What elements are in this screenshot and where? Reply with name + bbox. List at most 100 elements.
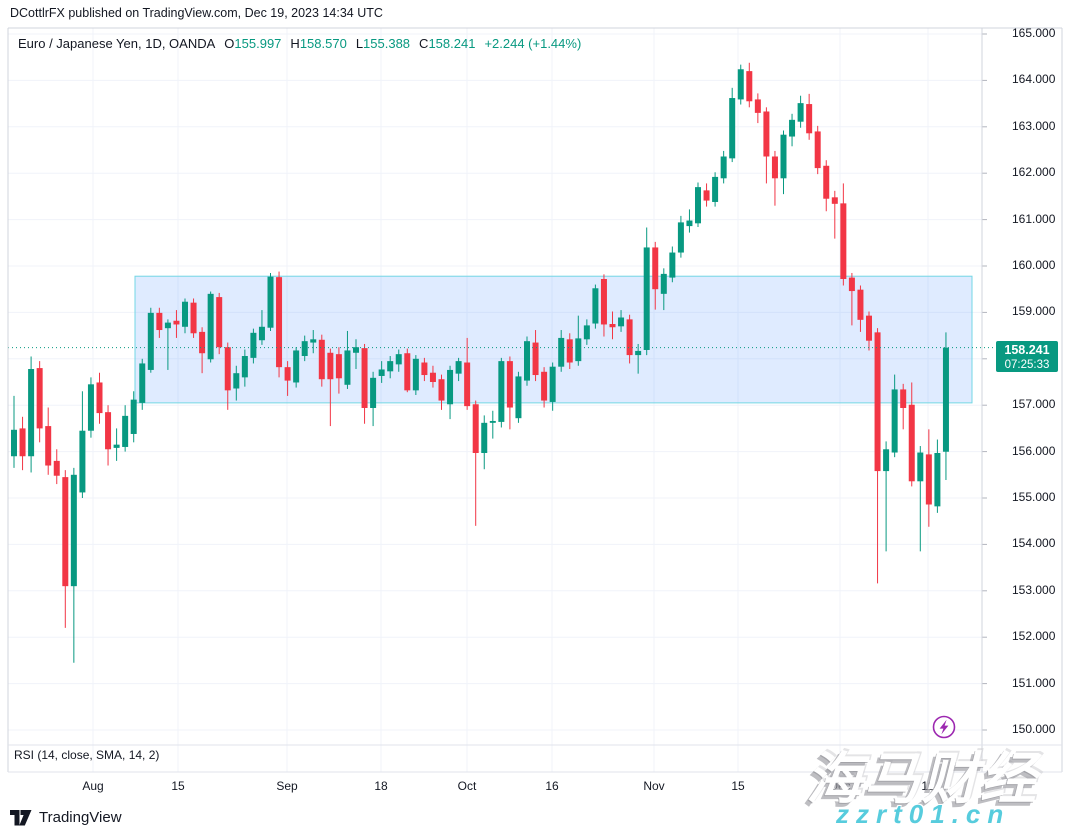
price-axis-label: 161.000 bbox=[1012, 211, 1056, 226]
candle-body-down bbox=[823, 165, 830, 199]
candle-body-down bbox=[814, 131, 821, 169]
current-price-value: 158.241 bbox=[1004, 343, 1050, 357]
watermark-url: zzrt01.cn bbox=[836, 799, 1011, 829]
flash-bolt-marker[interactable] bbox=[931, 714, 957, 745]
candle-body-up bbox=[515, 376, 522, 419]
candle-body-up bbox=[737, 69, 744, 100]
candle-body-up bbox=[70, 474, 77, 587]
candle-body-up bbox=[455, 361, 462, 374]
pane-borders bbox=[7, 27, 1063, 773]
candle-body-up bbox=[11, 429, 17, 457]
horizontal-gridlines bbox=[8, 33, 987, 731]
candle-body-down bbox=[866, 315, 872, 341]
price-axis-label: 150.000 bbox=[1012, 722, 1056, 736]
candle-body-up bbox=[447, 369, 454, 405]
price-axis-label: 165.000 bbox=[1012, 26, 1056, 40]
candle-body-up bbox=[241, 356, 248, 378]
candle-body-up bbox=[387, 361, 394, 372]
candle-body-down bbox=[908, 404, 915, 482]
candle-body-up bbox=[87, 384, 94, 431]
candle-body-down bbox=[276, 277, 283, 368]
current-price-badge: 158.241 07:25:33 bbox=[996, 341, 1058, 372]
price-axis-label: 154.000 bbox=[1012, 536, 1056, 551]
candle-body-up bbox=[250, 332, 257, 358]
candle-body-up bbox=[130, 399, 137, 434]
candle-body-up bbox=[267, 276, 274, 328]
time-axis-label: Dec bbox=[829, 779, 851, 793]
candle-body-up bbox=[677, 222, 684, 253]
price-axis-label: 164.000 bbox=[1012, 72, 1056, 87]
candle-body-up bbox=[549, 366, 556, 402]
indicator-rsi-label[interactable]: RSI (14, close, SMA, 14, 2) bbox=[14, 748, 160, 762]
candle-body-down bbox=[857, 289, 864, 320]
candle-body-up bbox=[113, 444, 120, 448]
candle-body-up bbox=[618, 317, 625, 327]
candle-body-down bbox=[429, 372, 436, 382]
candle-body-down bbox=[925, 454, 932, 505]
ohlc-low: L155.388 bbox=[355, 36, 411, 51]
price-axis-label: 160.000 bbox=[1012, 258, 1056, 272]
time-axis-label: Oct bbox=[457, 779, 477, 793]
candle-body-up bbox=[79, 430, 86, 493]
candle-body-up bbox=[412, 358, 419, 391]
price-axis-label: 152.000 bbox=[1012, 629, 1056, 644]
candle-body-up bbox=[720, 156, 727, 179]
price-axis-label: 153.000 bbox=[1012, 582, 1056, 597]
candle-body-up bbox=[934, 452, 941, 507]
candle-body-up bbox=[883, 449, 890, 472]
candle-body-down bbox=[105, 412, 112, 450]
bar-countdown: 07:25:33 bbox=[1004, 359, 1050, 371]
candle-body-up bbox=[258, 326, 265, 341]
symbol-title: Euro / Japanese Yen, 1D, OANDA bbox=[18, 36, 216, 51]
candle-body-down bbox=[754, 99, 761, 113]
candle-body-up bbox=[558, 337, 565, 367]
candle-body-up bbox=[481, 422, 488, 453]
tradingview-footer-link[interactable]: TradingView bbox=[10, 809, 122, 826]
candle-body-down bbox=[53, 460, 60, 476]
candle-body-down bbox=[156, 312, 163, 331]
time-axis-label: 15 bbox=[731, 779, 745, 793]
candle-body-up bbox=[353, 347, 359, 353]
watermark-chinese: 海马财经 bbox=[806, 747, 1038, 810]
candle-body-down bbox=[421, 362, 428, 376]
candle-body-up bbox=[498, 361, 505, 422]
candle-body-down bbox=[36, 368, 43, 429]
price-axis-label: 156.000 bbox=[1012, 443, 1056, 458]
candle-body-down bbox=[19, 428, 26, 457]
candle-body-down bbox=[652, 247, 659, 290]
candle-body-down bbox=[840, 203, 847, 279]
candle-body-down bbox=[626, 319, 633, 356]
candle-body-up bbox=[489, 420, 496, 423]
candle-body-up bbox=[942, 347, 949, 452]
symbol-header[interactable]: Euro / Japanese Yen, 1D, OANDA O155.997 … bbox=[18, 36, 581, 51]
candle-body-up bbox=[310, 339, 317, 343]
lightning-bolt-icon bbox=[932, 715, 956, 739]
candle-body-down bbox=[361, 348, 368, 408]
candle-body-up bbox=[917, 452, 924, 482]
candle-body-up bbox=[139, 363, 146, 403]
candle-body-up bbox=[635, 350, 642, 356]
candle-body-down bbox=[600, 278, 607, 325]
candle-body-down bbox=[190, 302, 197, 334]
candle-body-down bbox=[318, 339, 325, 380]
candle-body-up bbox=[780, 134, 787, 179]
tradingview-logo-icon bbox=[10, 809, 32, 825]
candle-body-down bbox=[96, 382, 103, 414]
time-axis-label: 15 bbox=[171, 779, 185, 793]
time-axis-label: Sep bbox=[276, 779, 298, 793]
price-axis-label: 157.000 bbox=[1012, 397, 1056, 412]
candle-body-down bbox=[763, 111, 770, 157]
candle-body-down bbox=[224, 347, 231, 391]
candle-body-up bbox=[233, 373, 240, 389]
candle-body-down bbox=[746, 71, 753, 102]
price-axis-label: 163.000 bbox=[1012, 118, 1056, 133]
candle-body-up bbox=[695, 187, 701, 224]
candle-body-down bbox=[848, 277, 855, 292]
ohlc-high: H158.570 bbox=[290, 36, 347, 51]
candle-body-up bbox=[122, 415, 129, 447]
candle-body-down bbox=[45, 426, 52, 466]
candle-body-up bbox=[524, 341, 530, 381]
candle-body-up bbox=[686, 220, 693, 227]
